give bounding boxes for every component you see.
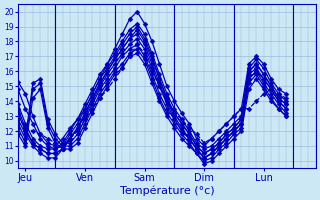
X-axis label: Température (°c): Température (°c) (120, 185, 214, 196)
